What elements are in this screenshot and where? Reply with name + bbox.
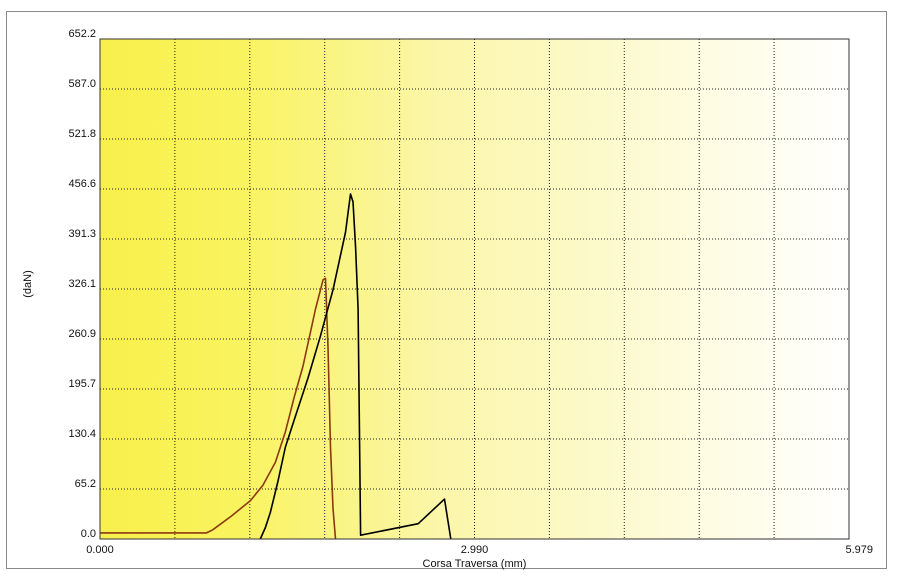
y-tick-label: 391.3 <box>68 228 96 240</box>
y-tick-label: 195.7 <box>68 378 96 390</box>
series-layer <box>100 193 452 540</box>
y-tick-label: 521.8 <box>68 128 96 140</box>
y-tick-label: 130.4 <box>68 428 96 440</box>
y-axis-label: (daN) <box>22 270 34 298</box>
series-line-1 <box>100 277 337 540</box>
chart: 0.0 65.2 130.4 195.7 260.9 326.1 391.3 456.6 521… <box>22 28 873 570</box>
x-axis-label: Corsa Traversa (mm) <box>423 558 527 570</box>
y-tick-label: 65.2 <box>75 478 96 490</box>
plot-border <box>99 38 850 540</box>
y-tick-label: 326.1 <box>68 278 96 290</box>
y-tick-label: 587.0 <box>68 78 96 90</box>
y-tick-label: 652.2 <box>68 28 96 40</box>
series-line-2 <box>259 193 452 540</box>
x-tick-label: 2.990 <box>461 544 489 556</box>
chart-frame: 0.0 65.2 130.4 195.7 260.9 326.1 391.3 456.6 521… <box>6 11 887 570</box>
y-tick-label: 456.6 <box>68 178 96 190</box>
y-tick-label: 0.0 <box>81 528 96 540</box>
y-tick-label: 260.9 <box>68 328 96 340</box>
grid <box>100 39 849 539</box>
x-axis-ticks: 0.000 2.990 5.979 <box>86 544 873 556</box>
y-axis-ticks: 0.0 65.2 130.4 195.7 260.9 326.1 391.3 456.6 521… <box>68 28 96 540</box>
x-tick-label: 5.979 <box>845 544 873 556</box>
x-tick-label: 0.000 <box>86 544 114 556</box>
